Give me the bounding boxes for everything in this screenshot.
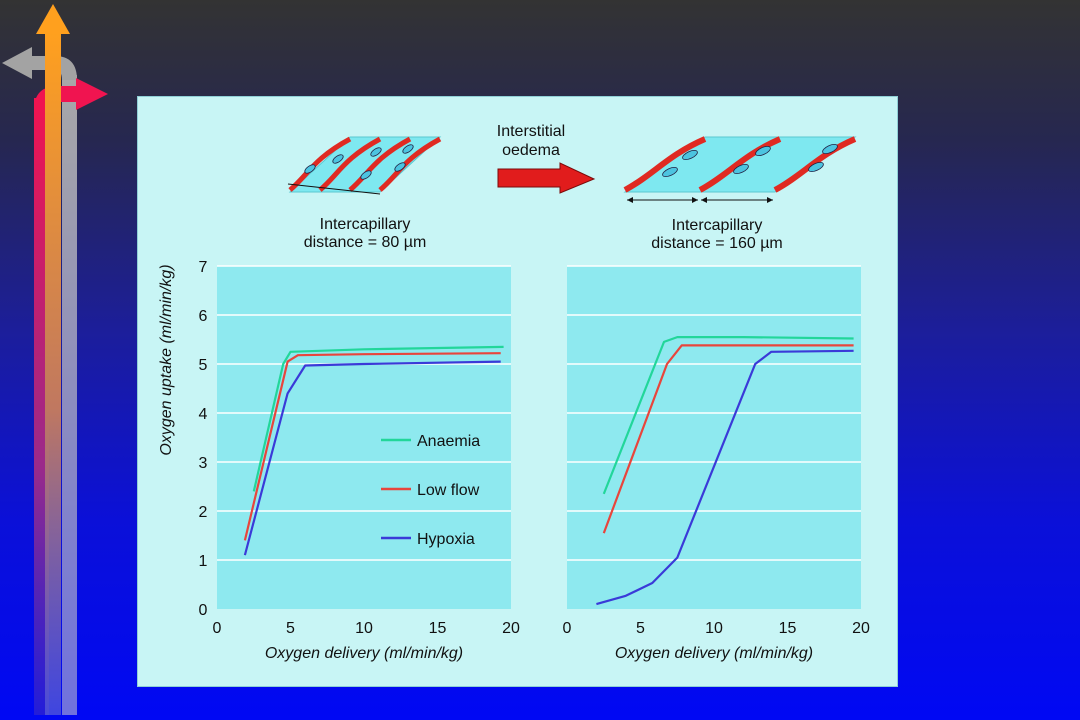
legend-label: Low flow (417, 482, 480, 499)
x-axis-label-left: Oxygen delivery (ml/min/kg) (265, 645, 463, 662)
y-tick-label: 1 (199, 553, 208, 570)
legend-label: Hypoxia (417, 531, 475, 548)
plot-area (567, 266, 861, 609)
orange-arrow-icon (36, 4, 70, 715)
y-tick-label: 3 (199, 455, 208, 472)
series-line-anaemia (602, 336, 854, 495)
x-tick-label: 0 (213, 620, 222, 637)
x-tick-label: 5 (636, 620, 645, 637)
series-line-low-flow (243, 352, 501, 541)
arrow-label-line1: Interstitial (497, 123, 565, 140)
x-tick-label: 20 (502, 620, 520, 637)
capillary-diagram-wide (623, 136, 857, 203)
oxygen-uptake-figure: Intercapillary distance = 80 µm Intersti… (158, 123, 870, 662)
y-tick-label: 6 (199, 308, 208, 325)
oedema-arrow-icon (497, 162, 596, 194)
x-tick-label: 10 (355, 620, 373, 637)
y-axis-label: Oxygen uptake (ml/min/kg) (158, 264, 175, 455)
series-line-anaemia (252, 345, 504, 492)
legend: Anaemia Low flow Hypoxia (381, 433, 480, 548)
y-tick-label: 4 (199, 406, 208, 423)
x-axis-label-right: Oxygen delivery (ml/min/kg) (615, 645, 813, 662)
x-tick-label: 10 (705, 620, 723, 637)
y-tick-label: 0 (199, 602, 208, 619)
series-line-hypoxia (596, 349, 854, 606)
chart-left: 0 5 10 15 20 0 1 2 3 4 5 6 7 (199, 259, 520, 637)
arrow-label-line2: oedema (502, 142, 560, 159)
right-caption-line2: distance = 160 µm (651, 235, 783, 252)
y-tick-label: 5 (199, 357, 208, 374)
legend-label: Anaemia (417, 433, 480, 450)
y-tick-label: 7 (199, 259, 208, 276)
x-tick-label: 15 (429, 620, 447, 637)
y-tick-label: 2 (199, 504, 208, 521)
capillary-diagram-narrow (287, 136, 442, 195)
left-caption-line1: Intercapillary (320, 216, 411, 233)
x-tick-label: 5 (286, 620, 295, 637)
x-tick-label: 20 (852, 620, 870, 637)
series-line-low-flow (602, 344, 854, 534)
right-caption-line1: Intercapillary (672, 217, 763, 234)
left-caption-line2: distance = 80 µm (304, 234, 427, 251)
series-line-hypoxia (243, 360, 501, 556)
chart-right: 0 5 10 15 20 (563, 265, 870, 637)
x-tick-label: 0 (563, 620, 572, 637)
x-tick-label: 15 (779, 620, 797, 637)
figure-panel: Intercapillary distance = 80 µm Intersti… (137, 96, 898, 687)
